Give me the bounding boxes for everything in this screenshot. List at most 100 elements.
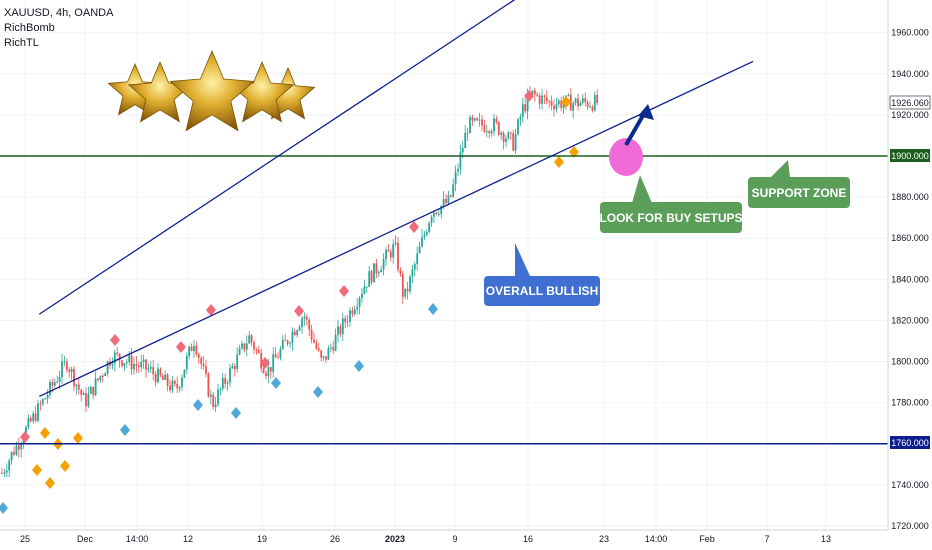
support-zone-callout[interactable]: SUPPORT ZONE bbox=[748, 177, 850, 208]
candle-body bbox=[418, 246, 421, 254]
candle-body bbox=[49, 382, 51, 396]
signal-marker bbox=[313, 386, 323, 398]
candle-body bbox=[154, 374, 157, 383]
candle-body bbox=[329, 347, 332, 349]
x-tick-label: 23 bbox=[599, 534, 609, 544]
candle-body bbox=[514, 134, 517, 151]
candle-body bbox=[507, 132, 510, 139]
candle-body bbox=[147, 368, 150, 370]
buy-zone-circle[interactable] bbox=[609, 138, 643, 176]
candle-body bbox=[188, 346, 191, 356]
candle-body bbox=[485, 131, 488, 133]
candle-body bbox=[442, 199, 445, 206]
candle-body bbox=[169, 385, 171, 391]
x-tick-label: 26 bbox=[330, 534, 340, 544]
candle-body bbox=[579, 102, 582, 107]
candles-group bbox=[1, 86, 599, 478]
candle-body bbox=[476, 118, 479, 121]
candle-body bbox=[250, 335, 253, 343]
signal-marker bbox=[554, 156, 564, 168]
support-zone-text: SUPPORT ZONE bbox=[751, 185, 847, 200]
chart-legend: XAUUSD, 4h, OANDA RichBomb RichTL bbox=[4, 6, 113, 51]
signal-marker bbox=[294, 305, 304, 317]
candle-body bbox=[397, 242, 399, 270]
candle-body bbox=[377, 272, 380, 274]
candle-body bbox=[385, 249, 387, 259]
overall-bullish-callout[interactable]: OVERALL BULLISH bbox=[484, 276, 600, 306]
indicator-richtl[interactable]: RichTL bbox=[4, 37, 39, 49]
candle-body bbox=[365, 286, 368, 288]
candle-body bbox=[267, 367, 270, 377]
candle-body bbox=[440, 205, 443, 214]
candle-body bbox=[505, 138, 507, 142]
upper-trendline[interactable] bbox=[38, 0, 620, 315]
candle-body bbox=[159, 368, 162, 376]
candle-body bbox=[577, 98, 579, 107]
candle-body bbox=[89, 386, 92, 394]
candle-body bbox=[353, 309, 356, 315]
candle-body bbox=[361, 293, 363, 299]
candle-body bbox=[586, 101, 589, 107]
candle-body bbox=[41, 399, 44, 405]
candle-body bbox=[596, 94, 599, 103]
candle-body bbox=[387, 249, 390, 252]
candle-body bbox=[183, 369, 186, 378]
y-tick-label: 1720.000 bbox=[891, 521, 929, 531]
x-tick-label: Feb bbox=[699, 534, 715, 544]
candle-body bbox=[572, 103, 575, 111]
candle-body bbox=[173, 380, 176, 384]
candle-body bbox=[87, 393, 90, 407]
up-arrow[interactable] bbox=[624, 111, 647, 146]
candle-body bbox=[10, 451, 13, 461]
candle-body bbox=[274, 354, 277, 358]
candle-body bbox=[145, 359, 147, 370]
candle-body bbox=[34, 413, 37, 421]
lower-trendline[interactable] bbox=[38, 60, 754, 398]
candle-body bbox=[255, 349, 258, 351]
x-tick-label: 25 bbox=[20, 534, 30, 544]
support-price-badge: 1900.000 bbox=[890, 149, 930, 162]
candle-body bbox=[142, 359, 145, 363]
signal-marker bbox=[428, 303, 438, 315]
candle-body bbox=[293, 331, 296, 336]
y-tick-label: 1820.000 bbox=[891, 315, 929, 325]
candle-body bbox=[272, 354, 275, 372]
candle-body bbox=[380, 269, 383, 273]
candle-body bbox=[356, 306, 359, 310]
candle-body bbox=[301, 318, 303, 328]
signal-marker bbox=[354, 360, 364, 372]
price-axis[interactable]: 1960.000 1940.000 1920.000 1880.000 1860.000… bbox=[891, 28, 929, 531]
candle-body bbox=[550, 101, 553, 106]
candle-body bbox=[341, 318, 344, 334]
candle-body bbox=[502, 132, 505, 142]
candle-body bbox=[435, 212, 438, 214]
candle-body bbox=[166, 374, 169, 386]
candle-body bbox=[548, 101, 551, 103]
candle-body bbox=[20, 444, 23, 450]
candle-body bbox=[490, 131, 493, 134]
signal-marker bbox=[73, 432, 83, 444]
candle-body bbox=[452, 184, 455, 197]
candle-body bbox=[560, 100, 563, 108]
candle-body bbox=[39, 403, 42, 405]
candle-body bbox=[325, 356, 327, 360]
indicator-richbomb[interactable]: RichBomb bbox=[4, 22, 55, 34]
y-tick-label: 1860.000 bbox=[891, 233, 929, 243]
candle-body bbox=[497, 122, 500, 135]
candle-body bbox=[500, 132, 503, 135]
signal-marker bbox=[0, 502, 8, 514]
candle-body bbox=[190, 346, 193, 351]
time-axis[interactable]: 25 Dec 14:00 12 19 26 2023 9 16 23 14:00 Feb 7 13 bbox=[20, 534, 831, 544]
buy-setups-callout[interactable]: LOOK FOR BUY SETUPS bbox=[599, 202, 743, 233]
candle-body bbox=[104, 373, 107, 377]
symbol-title[interactable]: XAUUSD, 4h, OANDA bbox=[4, 7, 114, 19]
signal-marker bbox=[45, 477, 55, 489]
candle-body bbox=[541, 95, 543, 104]
candle-body bbox=[473, 118, 476, 121]
buy-setups-pointer bbox=[632, 175, 652, 203]
candle-body bbox=[358, 298, 361, 307]
candle-body bbox=[591, 106, 594, 111]
candle-body bbox=[248, 335, 251, 344]
candle-body bbox=[291, 331, 294, 344]
